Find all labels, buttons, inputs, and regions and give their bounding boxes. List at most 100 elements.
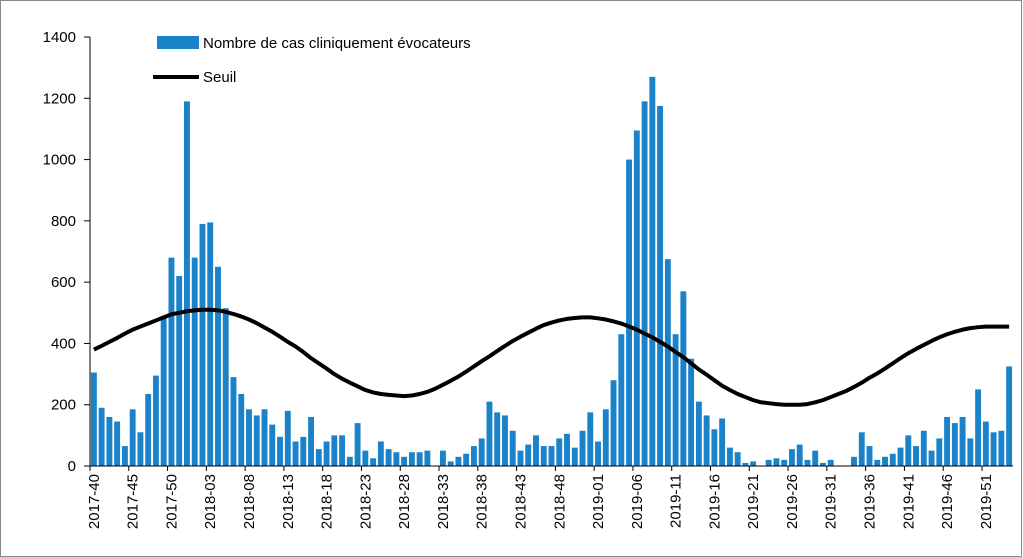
bar bbox=[688, 358, 695, 466]
bar bbox=[168, 257, 175, 466]
bar bbox=[579, 430, 586, 466]
bar bbox=[936, 438, 943, 466]
bar bbox=[602, 409, 609, 466]
y-tick-label: 200 bbox=[51, 397, 76, 414]
bar bbox=[618, 334, 625, 466]
bar bbox=[548, 446, 555, 466]
x-tick-label: 2018-43 bbox=[512, 474, 529, 529]
bar bbox=[145, 393, 152, 466]
bar bbox=[308, 416, 315, 466]
bar bbox=[323, 441, 330, 466]
bar bbox=[889, 453, 896, 466]
bar bbox=[858, 432, 865, 466]
legend-swatch bbox=[157, 36, 199, 49]
bar bbox=[486, 401, 493, 466]
bar bbox=[975, 389, 982, 466]
bar bbox=[765, 459, 772, 466]
bar bbox=[129, 409, 136, 466]
y-tick-label: 800 bbox=[51, 213, 76, 230]
bar bbox=[98, 407, 105, 466]
bar bbox=[556, 438, 563, 466]
x-tick-label: 2017-45 bbox=[125, 474, 142, 529]
x-tick-label: 2019-41 bbox=[900, 474, 917, 529]
bar bbox=[1006, 366, 1013, 466]
x-tick-label: 2018-18 bbox=[319, 474, 336, 529]
bar bbox=[253, 415, 260, 466]
x-tick-label: 2019-06 bbox=[629, 474, 646, 529]
bar bbox=[424, 450, 431, 466]
bar bbox=[137, 432, 144, 466]
y-tick-label: 0 bbox=[68, 458, 76, 475]
bar bbox=[292, 441, 299, 466]
bar bbox=[222, 308, 229, 466]
x-tick-label: 2019-26 bbox=[784, 474, 801, 529]
bar bbox=[781, 459, 788, 466]
x-tick-label: 2017-50 bbox=[163, 474, 180, 529]
bar bbox=[439, 450, 446, 466]
bar bbox=[408, 452, 415, 466]
bar bbox=[796, 444, 803, 466]
bar bbox=[261, 409, 268, 466]
bar bbox=[284, 410, 291, 466]
bar bbox=[540, 446, 547, 466]
bar bbox=[672, 334, 679, 466]
bar bbox=[199, 223, 206, 466]
legend-label: Nombre de cas cliniquement évocateurs bbox=[203, 35, 471, 52]
bar bbox=[269, 424, 276, 466]
bar bbox=[509, 430, 516, 466]
bar bbox=[610, 380, 617, 466]
bar bbox=[951, 423, 958, 466]
x-tick-label: 2018-33 bbox=[435, 474, 452, 529]
bar bbox=[470, 446, 477, 466]
bar bbox=[695, 401, 702, 466]
x-tick-label: 2019-21 bbox=[745, 474, 762, 529]
bar bbox=[339, 435, 346, 466]
bar bbox=[215, 266, 221, 466]
bar bbox=[959, 416, 966, 466]
threshold-line bbox=[93, 307, 1010, 407]
bar bbox=[207, 222, 214, 466]
x-tick-label: 2018-03 bbox=[202, 474, 219, 529]
x-tick-label: 2018-48 bbox=[551, 474, 568, 529]
bar bbox=[920, 430, 927, 466]
bar bbox=[370, 458, 377, 466]
y-tick-label: 600 bbox=[51, 274, 76, 291]
bar bbox=[533, 435, 539, 466]
bar bbox=[657, 105, 664, 467]
legend-label: Seuil bbox=[203, 69, 236, 86]
bar bbox=[564, 433, 570, 466]
bar bbox=[990, 432, 997, 466]
y-tick-label: 1400 bbox=[43, 29, 76, 46]
bar bbox=[804, 459, 811, 466]
bar bbox=[820, 462, 826, 466]
x-tick-label: 2018-08 bbox=[241, 474, 258, 529]
bar bbox=[354, 423, 361, 466]
bar bbox=[463, 453, 470, 466]
bar bbox=[315, 449, 322, 466]
x-tick-label: 2019-01 bbox=[590, 474, 607, 529]
bar bbox=[230, 377, 237, 466]
bar bbox=[649, 76, 656, 466]
bar bbox=[416, 452, 423, 466]
bar bbox=[726, 447, 733, 466]
bar bbox=[525, 444, 532, 466]
bar bbox=[711, 429, 718, 466]
bar bbox=[905, 435, 912, 466]
bar bbox=[494, 412, 501, 466]
x-tick-label: 2019-16 bbox=[706, 474, 723, 529]
bar bbox=[633, 130, 640, 467]
bar bbox=[447, 461, 454, 466]
x-tick-label: 2017-40 bbox=[86, 474, 103, 529]
bar bbox=[882, 456, 888, 466]
x-tick-label: 2019-31 bbox=[823, 474, 840, 529]
bar bbox=[331, 435, 338, 466]
bar bbox=[176, 276, 183, 466]
bar bbox=[393, 452, 400, 466]
bar bbox=[773, 458, 780, 466]
x-tick-label: 2018-28 bbox=[396, 474, 413, 529]
bar bbox=[788, 449, 795, 466]
bar bbox=[191, 257, 198, 466]
bar bbox=[346, 456, 353, 466]
